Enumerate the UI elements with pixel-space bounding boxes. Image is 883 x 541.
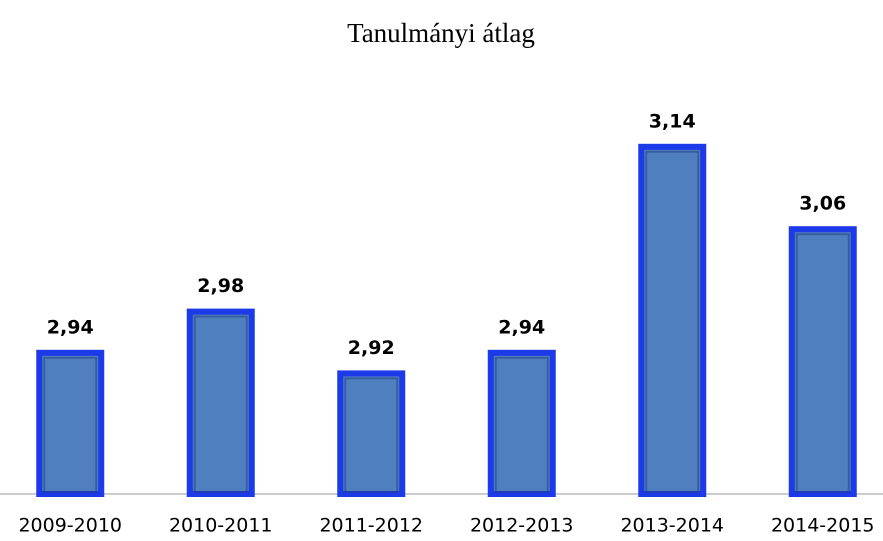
bar-bevel <box>795 233 850 493</box>
x-tick-label: 2012-2013 <box>470 515 574 537</box>
bar <box>36 349 105 497</box>
bar <box>337 370 406 497</box>
data-label: 2,94 <box>498 316 545 338</box>
x-tick-label: 2014-2015 <box>771 515 875 537</box>
bar <box>788 226 857 497</box>
x-tick-label: 2010-2011 <box>169 515 273 537</box>
data-label: 2,92 <box>348 337 395 359</box>
x-tick-label: 2011-2012 <box>319 515 423 537</box>
bar <box>186 308 255 497</box>
bar-bevel <box>494 356 549 493</box>
data-label: 3,14 <box>649 110 696 132</box>
x-tick-label: 2013-2014 <box>620 515 724 537</box>
data-label: 2,94 <box>47 316 94 338</box>
bar-bevel <box>645 150 700 494</box>
bar <box>638 143 707 498</box>
chart-title: Tanulmányi átlag <box>347 18 535 48</box>
bar-bevel <box>193 315 248 493</box>
data-label: 3,06 <box>799 193 846 215</box>
bar-bevel <box>43 356 98 493</box>
x-tick-label: 2009-2010 <box>18 515 122 537</box>
bar-bevel <box>344 377 399 493</box>
data-label: 2,98 <box>197 275 244 297</box>
bar <box>487 349 556 497</box>
